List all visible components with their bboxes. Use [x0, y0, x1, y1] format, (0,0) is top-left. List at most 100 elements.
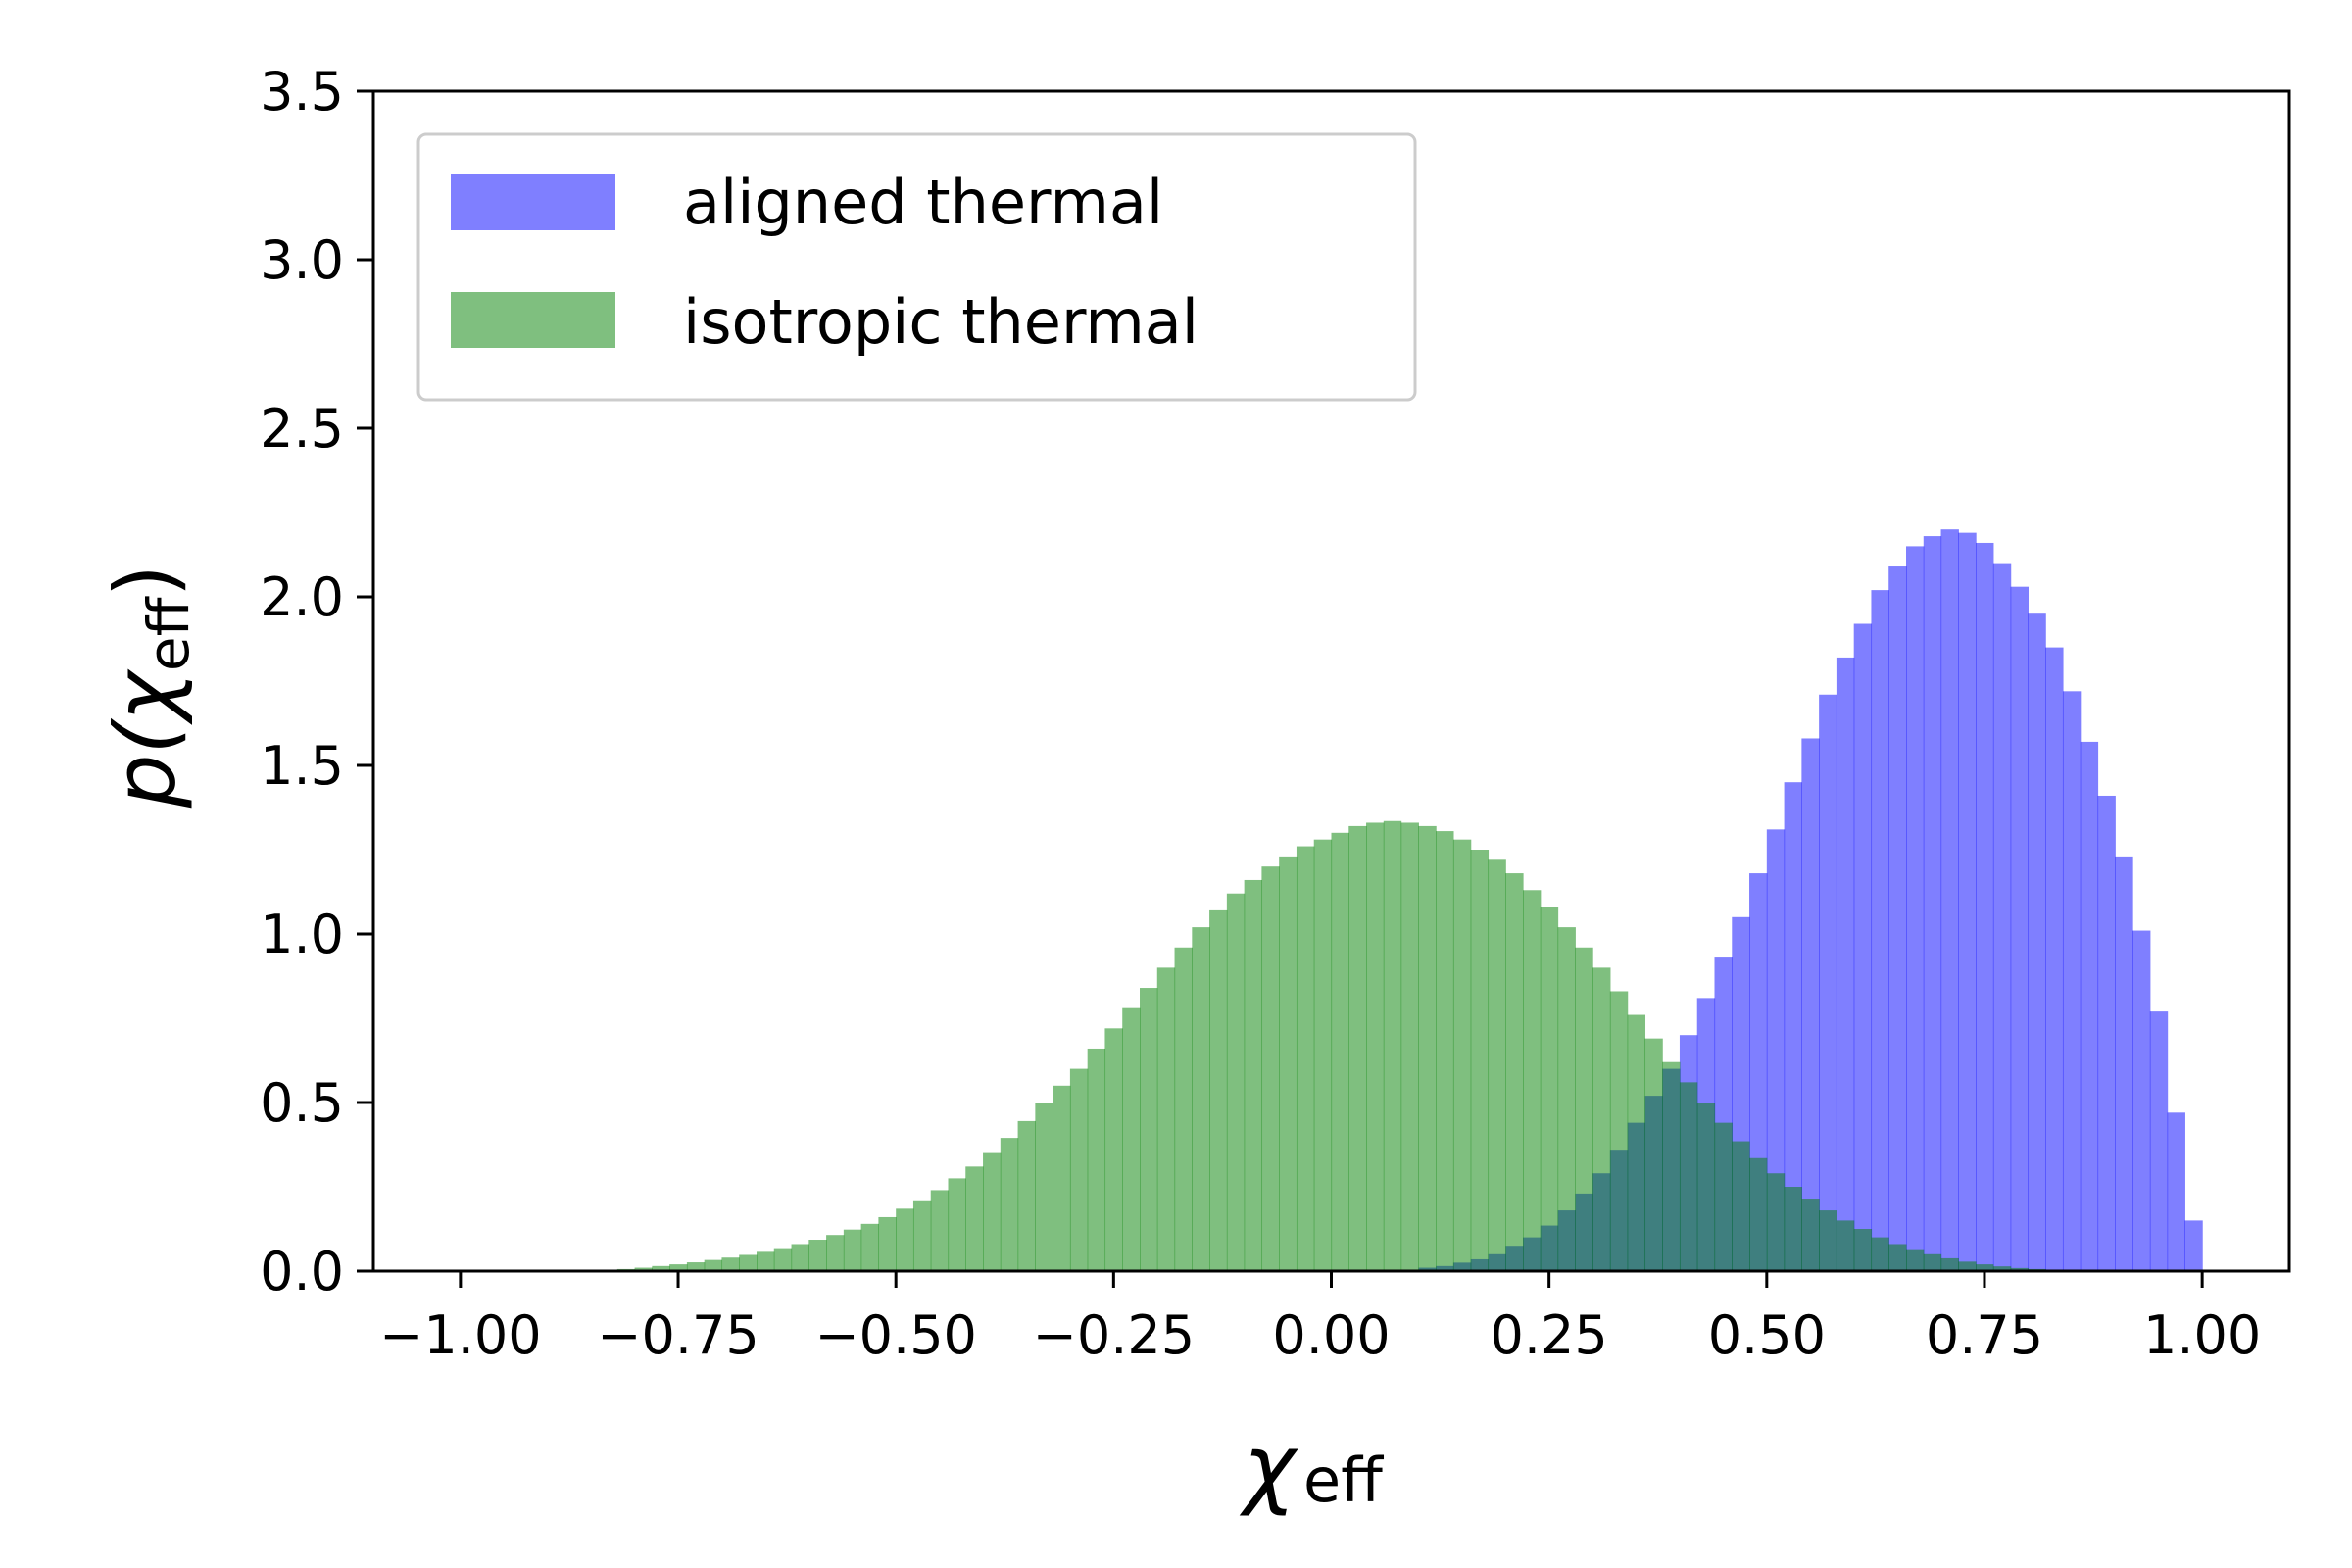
histogram-bar-isotropic-thermal [1679, 1082, 1698, 1271]
histogram-bar-isotropic-thermal [686, 1262, 706, 1271]
x-tick-label: 0.75 [1926, 1304, 2043, 1366]
histogram-bar-isotropic-thermal [1069, 1068, 1089, 1271]
histogram-bar-aligned-thermal [1923, 536, 1942, 1271]
y-axis-label-sub: eff [135, 595, 202, 671]
x-tick-label: 1.00 [2143, 1304, 2261, 1366]
histogram-bar-isotropic-thermal [634, 1267, 653, 1271]
histogram-bar-isotropic-thermal [1906, 1249, 1925, 1271]
histogram-bar-isotropic-thermal [1992, 1266, 2012, 1271]
histogram-bar-isotropic-thermal [1766, 1173, 1786, 1271]
histogram-bar-aligned-thermal [2010, 586, 2030, 1271]
y-tick-label: 3.0 [260, 229, 344, 291]
histogram-bar-aligned-thermal [1940, 529, 1959, 1271]
legend-label-isotropic-thermal: isotropic thermal [683, 286, 1199, 358]
y-tick-label: 0.5 [260, 1072, 344, 1134]
histogram-bar-aligned-thermal [1906, 546, 1925, 1271]
histogram-bar-aligned-thermal [1958, 532, 1977, 1271]
histogram-bar-isotropic-thermal [1505, 873, 1524, 1271]
x-tick-label: −0.25 [1033, 1304, 1195, 1366]
histogram-bar-isotropic-thermal [791, 1244, 809, 1271]
y-tick-label: 1.5 [260, 735, 344, 797]
histogram-bar-isotropic-thermal [1488, 859, 1506, 1271]
histogram-bar-isotropic-thermal [1087, 1048, 1106, 1271]
histogram-bar-aligned-thermal [2028, 613, 2046, 1271]
histogram-bar-isotropic-thermal [1174, 947, 1193, 1271]
y-axis-label: p(χeff) [97, 564, 202, 808]
histogram-bar-aligned-thermal [1976, 542, 1994, 1271]
histogram-bar-isotropic-thermal [1296, 846, 1315, 1271]
histogram-bar-isotropic-thermal [843, 1229, 862, 1271]
histogram-bar-isotropic-thermal [1418, 825, 1437, 1271]
histogram-bar-isotropic-thermal [1000, 1138, 1019, 1271]
histogram-bar-aligned-thermal [1836, 657, 1855, 1271]
histogram-bar-isotropic-thermal [1871, 1237, 1889, 1271]
histogram-bar-isotropic-thermal [1749, 1157, 1768, 1271]
histogram-bar-isotropic-thermal [1017, 1120, 1036, 1271]
legend-frame [416, 132, 1417, 402]
histogram-bar-isotropic-thermal [1540, 906, 1559, 1271]
histogram-bar-aligned-thermal [2080, 741, 2099, 1271]
histogram-bar-isotropic-thermal [1140, 988, 1158, 1271]
histogram-bar-isotropic-thermal [983, 1152, 1002, 1271]
histogram-bar-aligned-thermal [2184, 1220, 2203, 1271]
histogram-bar-isotropic-thermal [1523, 890, 1542, 1271]
histogram-bar-isotropic-thermal [1819, 1210, 1838, 1271]
y-axis-label-main: χ [97, 668, 195, 725]
y-tick-label: 1.0 [260, 904, 344, 965]
histogram-bar-isotropic-thermal [1261, 866, 1280, 1271]
histogram-bar-isotropic-thermal [1226, 893, 1246, 1271]
histogram-bar-isotropic-thermal [1662, 1061, 1681, 1271]
histogram-bar-isotropic-thermal [721, 1257, 740, 1271]
histogram-bar-isotropic-thermal [808, 1240, 827, 1271]
histogram-bar-isotropic-thermal [1244, 879, 1263, 1271]
histogram-bar-isotropic-thermal [1609, 991, 1629, 1271]
histogram-bar-isotropic-thermal [757, 1251, 775, 1271]
x-tick-label: −0.75 [597, 1304, 759, 1366]
y-tick-label: 3.5 [260, 61, 344, 122]
histogram-bar-isotropic-thermal [930, 1190, 950, 1271]
histogram-bar-isotropic-thermal [1923, 1253, 1942, 1271]
histogram-bar-isotropic-thermal [1732, 1141, 1750, 1271]
histogram-bar-isotropic-thermal [1104, 1028, 1123, 1271]
histogram-bar-aligned-thermal [1871, 590, 1889, 1271]
histogram-bar-isotropic-thermal [652, 1265, 670, 1271]
histogram-bar-isotropic-thermal [1366, 822, 1385, 1271]
x-tick-label: −0.50 [814, 1304, 976, 1366]
svg-text:p(χeff): p(χeff) [97, 564, 202, 808]
histogram-bar-isotropic-thermal [1801, 1199, 1820, 1271]
histogram-bar-isotropic-thermal [773, 1248, 793, 1271]
histogram-bar-aligned-thermal [2149, 1011, 2169, 1271]
y-axis-label-close: ) [97, 564, 195, 598]
histogram-bar-aligned-thermal [1784, 782, 1802, 1271]
y-axis-label-p: p( [97, 718, 195, 809]
histogram-bar-isotropic-thermal [1976, 1264, 1994, 1271]
x-tick-label: 0.25 [1491, 1304, 1608, 1366]
histogram-bar-isotropic-thermal [1853, 1229, 1873, 1271]
y-tick-label: 0.0 [260, 1241, 344, 1302]
histogram-bar-aligned-thermal [2062, 691, 2082, 1271]
x-axis-label-main: χ [1240, 1416, 1298, 1519]
histogram-bar-isotropic-thermal [1035, 1102, 1054, 1271]
x-axis-label-sub: eff [1303, 1445, 1384, 1516]
histogram-bar-isotropic-thermal [1836, 1220, 1855, 1271]
histogram-bar-aligned-thermal [1853, 623, 1873, 1271]
histogram-bar-isotropic-thermal [1436, 831, 1454, 1271]
x-tick-label: 0.50 [1708, 1304, 1826, 1366]
legend-label-aligned-thermal: aligned thermal [683, 167, 1163, 238]
histogram-bar-isotropic-thermal [1122, 1007, 1141, 1271]
histogram-bar-aligned-thermal [1801, 738, 1820, 1271]
histogram-bar-isotropic-thermal [860, 1223, 880, 1271]
histogram-bar-isotropic-thermal [669, 1264, 688, 1271]
histogram-bar-isotropic-thermal [912, 1200, 932, 1271]
histogram-bar-isotropic-thermal [1696, 1102, 1716, 1271]
histogram-bar-aligned-thermal [2167, 1112, 2185, 1271]
histogram-bar-aligned-thermal [1819, 694, 1838, 1271]
histogram-bar-isotropic-thermal [2010, 1267, 2030, 1271]
y-tick-label: 2.5 [260, 398, 344, 460]
histogram-bar-aligned-thermal [1992, 563, 2012, 1271]
histogram-bar-isotropic-thermal [1557, 927, 1576, 1271]
histogram-bar-aligned-thermal [2097, 795, 2116, 1271]
histogram-bar-isotropic-thermal [1400, 822, 1419, 1271]
histogram-bar-aligned-thermal [1766, 829, 1786, 1271]
